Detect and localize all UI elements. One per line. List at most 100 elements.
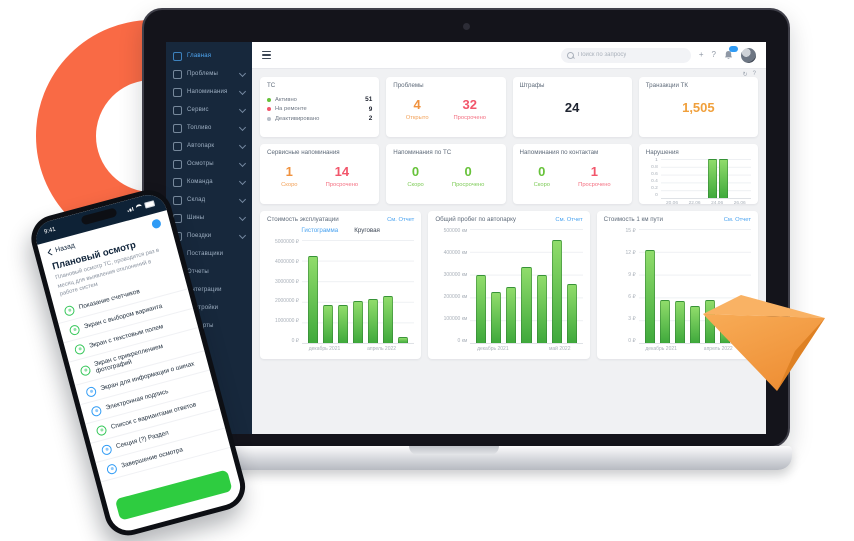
row-value: 51: [365, 96, 373, 103]
sidebar-item-reminders[interactable]: Напоминания: [166, 83, 252, 101]
row-label: Деактивировано: [275, 115, 320, 122]
stat-value: 1: [285, 164, 293, 179]
card-service-reminders: Сервисные напоминания 1 Скоро 14 Просрочено: [260, 144, 380, 204]
sidebar-item-label: Отчеты: [187, 269, 209, 275]
stat-value: 1: [590, 164, 599, 179]
sidebar-item-label: Склад: [187, 197, 206, 203]
see-report-link[interactable]: См. Отчет: [387, 216, 415, 223]
card-title: Нарушения: [645, 149, 679, 156]
refresh-icon[interactable]: ↻: [742, 72, 748, 78]
x-axis-labels: 20.06 22.06 24.06 26.06: [661, 201, 751, 206]
dashboard-screen: Главная Проблемы Напоминания Сервис Топливо А…: [166, 42, 766, 434]
warning-icon: [173, 69, 182, 79]
sidebar-item-service[interactable]: Сервис: [166, 101, 252, 119]
sidebar-item-fleet[interactable]: Автопарк: [166, 137, 252, 155]
chevron-down-icon: [238, 105, 247, 113]
chevron-down-icon: [238, 87, 247, 95]
chevron-down-icon: [238, 177, 247, 185]
sidebar-item-label: Интеграции: [187, 287, 222, 293]
bar: [308, 256, 319, 343]
x-axis-label: декабрь 2021: [645, 346, 677, 352]
y-tick-label: 1000000 ₽: [274, 318, 299, 325]
card-title: ТС: [267, 82, 276, 89]
add-icon[interactable]: +: [698, 50, 704, 59]
y-tick-label: 0.2: [651, 186, 658, 192]
stat-value: 0: [538, 164, 546, 179]
hamburger-menu-icon[interactable]: [262, 50, 271, 60]
y-tick-label: 100000 км: [443, 316, 468, 322]
sidebar-item-warehouse[interactable]: Склад: [166, 191, 252, 209]
row-label: На ремонте: [275, 106, 307, 112]
stat-label: Просрочено: [453, 115, 487, 121]
y-tick-label: 5000000 ₽: [274, 239, 299, 245]
stat: 1 Скоро: [281, 165, 297, 188]
tab-histogram[interactable]: Гистограмма: [301, 227, 339, 234]
user-avatar[interactable]: [741, 47, 756, 63]
laptop-base-notch: [409, 446, 499, 455]
bar: [491, 291, 502, 343]
home-icon: [173, 51, 182, 61]
laptop-mockup: Главная Проблемы Напоминания Сервис Топливо А…: [142, 8, 790, 448]
info-icon[interactable]: [150, 218, 162, 230]
dashboard-help-icon[interactable]: ?: [752, 71, 756, 77]
y-axis: 5000000 ₽ 4000000 ₽ 3000000 ₽ 2000000 ₽ 1000…: [267, 240, 302, 344]
status-dot-icon: [267, 116, 271, 121]
search-placeholder: Поиск по запросу: [577, 52, 627, 58]
finish-flag-icon: [105, 462, 118, 475]
bar: [506, 287, 517, 343]
chevron-down-icon: [238, 213, 247, 221]
tab-pie[interactable]: Круговая: [354, 227, 380, 234]
x-axis-label: май 2022: [548, 346, 571, 352]
dynamic-island: [80, 207, 118, 226]
inspection-icon: [173, 159, 182, 169]
signature-pen-icon: [90, 404, 103, 417]
sidebar-item-home[interactable]: Главная: [166, 47, 252, 65]
x-axis-label: апрель 2022: [703, 346, 733, 352]
sidebar-item-problems[interactable]: Проблемы: [166, 65, 252, 83]
sidebar-item-tires[interactable]: Шины: [166, 209, 252, 227]
chevron-down-icon: [238, 123, 247, 131]
sidebar-item-fuel[interactable]: Топливо: [166, 119, 252, 137]
y-tick-label: 1: [655, 158, 658, 163]
x-tick-label: 26.06: [733, 201, 746, 206]
sidebar-item-label: Настройки: [187, 305, 219, 311]
help-icon[interactable]: ?: [711, 50, 716, 59]
stat: 0 Скоро: [534, 165, 550, 188]
counter-icon: [63, 304, 76, 317]
notifications-bell-icon[interactable]: [724, 46, 738, 60]
card-title: Напоминания по контактам: [519, 149, 599, 156]
stat-value: 32: [462, 97, 477, 112]
bar: [707, 159, 717, 198]
y-tick-label: 300000 км: [443, 272, 468, 278]
y-tick-label: 15 ₽: [625, 228, 636, 234]
search-input[interactable]: Поиск по запросу: [560, 47, 691, 63]
stat-value: 0: [464, 164, 472, 179]
sidebar-item-inspections[interactable]: Осмотры: [166, 155, 252, 173]
total-mileage-bar-chart: 500000 км 400000 км 300000 км 200000 км 1000…: [435, 229, 583, 352]
y-tick-label: 200000 км: [443, 294, 468, 300]
y-tick-label: 0.8: [651, 165, 658, 171]
sidebar-item-team[interactable]: Команда: [166, 173, 252, 191]
chevron-down-icon: [238, 69, 247, 77]
battery-icon: [144, 200, 156, 209]
bar: [338, 304, 349, 343]
bar: [536, 274, 547, 343]
stat-value: 1,505: [682, 100, 715, 115]
people-icon: [173, 177, 182, 187]
see-report-link[interactable]: См. Отчет: [723, 216, 751, 223]
signal-icon: [126, 206, 134, 213]
card-contact-reminders: Напоминания по контактам 0 Скоро 1 Просроче…: [512, 144, 632, 204]
bar: [353, 300, 364, 343]
row-value: 2: [368, 115, 373, 122]
bar: [551, 240, 562, 343]
bar: [476, 274, 487, 343]
top-bar: Поиск по запросу + ?: [252, 42, 766, 69]
card-title: Стоимость эксплуатации: [267, 216, 339, 223]
stat-label: Скоро: [281, 182, 298, 188]
x-axis-label: декабрь 2021: [477, 346, 509, 352]
bar: [521, 266, 532, 343]
sidebar-item-label: Проблемы: [187, 71, 219, 77]
x-tick-label: 22.06: [688, 201, 701, 206]
see-report-link[interactable]: См. Отчет: [555, 216, 583, 223]
violations-bar-chart: 1 0.8 0.6 0.4 0.2 0 20.06 22.06 24.06 26.06: [646, 158, 751, 206]
